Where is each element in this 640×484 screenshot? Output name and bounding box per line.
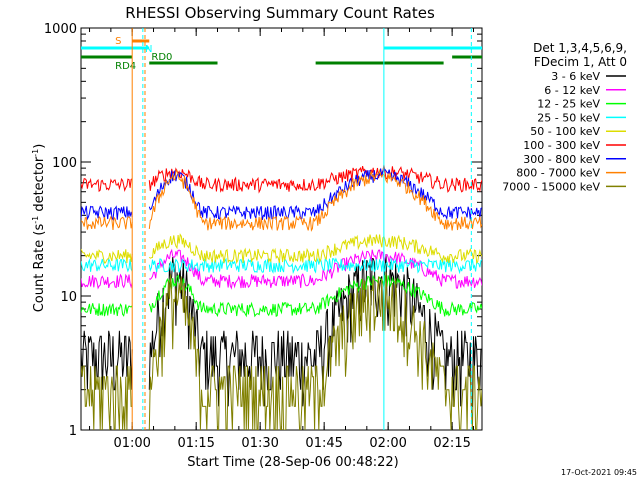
legend-label: 7000 - 15000 keV <box>502 180 600 193</box>
series-line <box>81 168 482 221</box>
series-line <box>81 164 482 194</box>
status-annotation: RD4 <box>115 61 136 72</box>
y-axis-label: Count Rate (s-1 detector-1) <box>31 144 47 313</box>
y-tick-label: 1 <box>69 424 77 439</box>
series-line <box>81 274 482 318</box>
chart-title: RHESSI Observing Summary Count Rates <box>125 4 435 22</box>
footer-date: 17-Oct-2021 09:45 <box>561 468 637 477</box>
x-tick-label: 01:30 <box>241 436 278 451</box>
legend-label: 12 - 25 keV <box>537 98 600 111</box>
x-axis-label: Start Time (28-Sep-06 00:48:22) <box>187 455 398 470</box>
y-tick-label: 1000 <box>44 22 77 37</box>
y-tick-label: 100 <box>52 156 77 171</box>
x-tick-label: 02:15 <box>433 436 470 451</box>
status-annotation: RD0 <box>151 52 172 63</box>
x-tick-label: 01:45 <box>305 436 342 451</box>
legend-label: 300 - 800 keV <box>523 153 600 166</box>
series-line <box>81 272 482 430</box>
series-group <box>81 164 482 430</box>
legend-label: 800 - 7000 keV <box>516 167 600 180</box>
legend-label: 50 - 100 keV <box>530 125 600 138</box>
y-tick-label: 10 <box>60 290 77 305</box>
series-line <box>81 168 482 232</box>
series-line <box>81 248 482 290</box>
status-annotation: S <box>115 36 121 47</box>
x-tick-label: 01:15 <box>177 436 214 451</box>
status-annotation: N <box>145 44 152 55</box>
legend-label: 3 - 6 keV <box>551 70 600 83</box>
legend-header-line-2: FDecim 1, Att 0 <box>534 55 627 69</box>
x-tick-label: 02:00 <box>369 436 406 451</box>
legend-label: 25 - 50 keV <box>537 111 600 124</box>
series-line <box>81 233 482 265</box>
series-line <box>81 257 482 275</box>
legend-header-line-1: Det 1,3,4,5,6,9, <box>533 41 627 55</box>
legend-label: 6 - 12 keV <box>544 84 600 97</box>
legend-label: 100 - 300 keV <box>523 139 600 152</box>
x-tick-label: 01:00 <box>113 436 150 451</box>
